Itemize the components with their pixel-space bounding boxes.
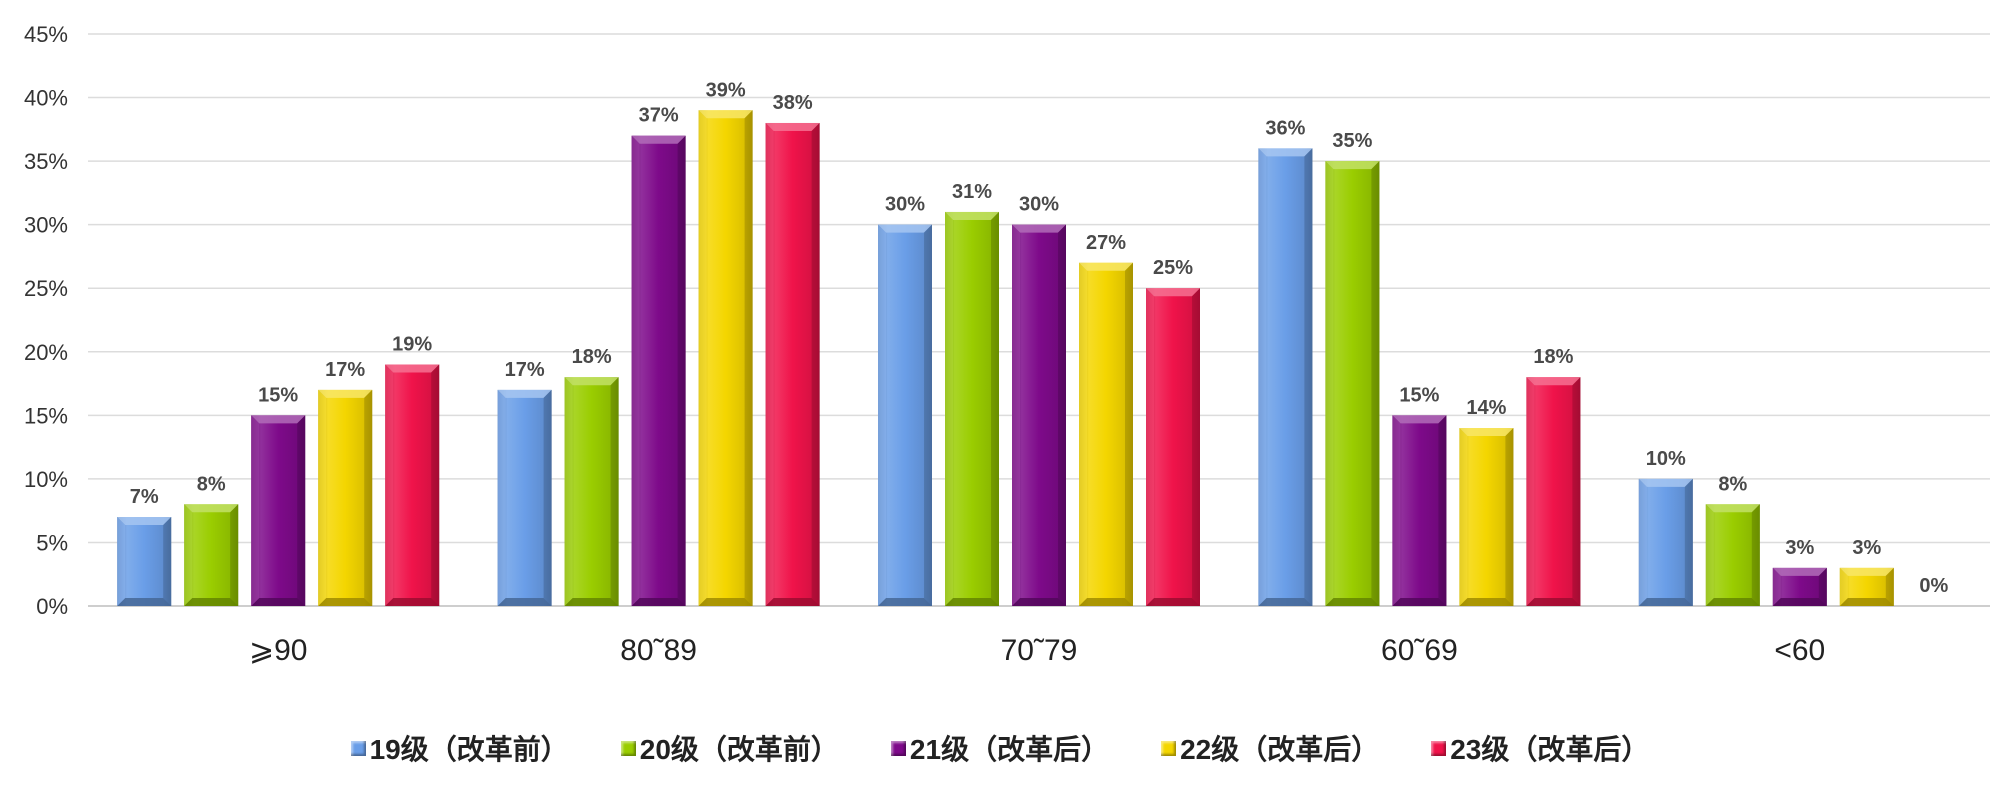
data-label: 3% [1852,537,1881,559]
data-label: 0% [1919,575,1948,597]
bar [1392,415,1447,606]
legend-item[interactable]: 19级（改革前） [350,728,569,768]
y-tick-label: 30% [24,213,68,238]
data-label: 8% [1718,473,1747,495]
bar [1526,377,1581,606]
legend-item[interactable]: 22级（改革后） [1161,728,1379,768]
x-category-label: <60 [1774,634,1825,667]
data-label: 15% [1399,384,1439,406]
data-label: 39% [706,79,746,101]
bar [251,415,306,606]
bar [1146,288,1200,606]
x-axis: ⩾90 80˜89 70˜79 60˜69 <60 [249,634,1825,667]
bar [1772,567,1827,606]
bar [1258,148,1313,606]
bar [184,504,239,606]
y-tick-label: 5% [36,530,68,555]
data-label: 8% [197,473,226,495]
bar [945,211,999,606]
data-label: 15% [258,384,298,406]
legend-item[interactable]: 20级（改革前） [620,728,839,768]
y-tick-label: 0% [36,594,68,619]
y-tick-label: 20% [24,340,68,365]
bar [631,135,686,606]
y-tick-label: 25% [24,276,68,301]
data-label: 18% [572,346,612,368]
y-tick-label: 10% [24,467,68,492]
legend-swatch [350,740,366,756]
bar [497,389,552,606]
legend-item[interactable]: 23级（改革后） [1431,728,1649,768]
y-tick-label: 35% [24,149,68,174]
legend-label: 23级（改革后） [1450,734,1650,765]
data-label: 17% [505,359,545,381]
data-label: 17% [325,359,365,381]
data-label: 31% [952,181,992,203]
data-label: 38% [773,92,813,114]
bar [1459,428,1514,606]
legend-label: 20级（改革前） [639,734,839,765]
y-tick-label: 45% [24,22,68,47]
legend-label: 21级（改革后） [909,734,1110,765]
x-category-label: 70˜79 [1001,634,1078,667]
bars [117,110,1894,607]
legend-swatch [890,740,906,756]
data-label: 25% [1153,257,1193,279]
bar [1638,478,1693,606]
bar [1839,567,1894,606]
x-category-label: 80˜89 [620,634,697,667]
legend: 19级（改革前） 20级（改革前） 21级（改革后） 22级（改革后） 23级（改革后） [0,728,2000,768]
bar [1012,224,1066,606]
bar [318,389,373,606]
bar [765,122,820,606]
legend-label: 19级（改革前） [369,734,569,765]
data-label: 35% [1332,130,1372,152]
data-label: 14% [1466,397,1506,419]
data-label: 7% [130,486,159,508]
bar [698,110,753,607]
bar [878,224,932,606]
y-tick-label: 40% [24,86,68,111]
bar [1325,161,1380,606]
bar [385,364,440,606]
x-category-label: ⩾90 [249,634,308,667]
data-label: 10% [1646,448,1686,470]
data-label: 3% [1785,537,1814,559]
data-label: 30% [1019,194,1059,216]
bar [1079,262,1133,606]
data-label: 19% [392,333,432,355]
data-label: 27% [1086,232,1126,254]
bar [564,377,619,606]
data-labels: 7% 8% 15% 17% 19% 17% 18% 37% 39% 38% 30% 31% 30% 27%… [130,79,1949,597]
legend-label: 22级（改革后） [1180,734,1380,765]
data-label: 36% [1265,117,1305,139]
y-tick-label: 15% [24,403,68,428]
y-axis: 0% 5% 10% 15% 20% 25% 30% 35% 40% 45% [24,22,68,619]
bar [1705,504,1760,606]
legend-swatch [620,740,636,756]
data-label: 37% [639,105,679,127]
data-label: 30% [885,194,925,216]
bar [117,517,172,606]
x-category-label: 60˜69 [1381,634,1458,667]
legend-swatch [1161,740,1177,756]
data-label: 18% [1533,346,1573,368]
legend-item[interactable]: 21级（改革后） [890,728,1110,768]
legend-swatch [1431,740,1447,756]
